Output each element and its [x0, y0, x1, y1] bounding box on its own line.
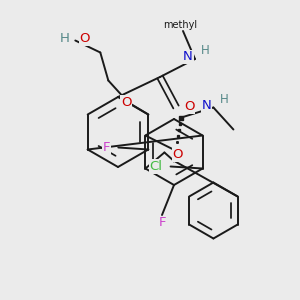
Text: H: H: [219, 93, 228, 106]
Text: O: O: [79, 32, 90, 45]
Text: F: F: [103, 141, 110, 154]
Text: F: F: [158, 217, 166, 230]
Text: N: N: [202, 99, 212, 112]
Text: Cl: Cl: [150, 160, 163, 173]
Text: O: O: [121, 96, 132, 109]
Text: methyl: methyl: [163, 20, 197, 30]
Text: O: O: [184, 100, 194, 113]
Text: H: H: [59, 32, 69, 45]
Text: H: H: [201, 44, 210, 58]
Text: O: O: [172, 148, 183, 161]
Text: N: N: [183, 50, 193, 64]
